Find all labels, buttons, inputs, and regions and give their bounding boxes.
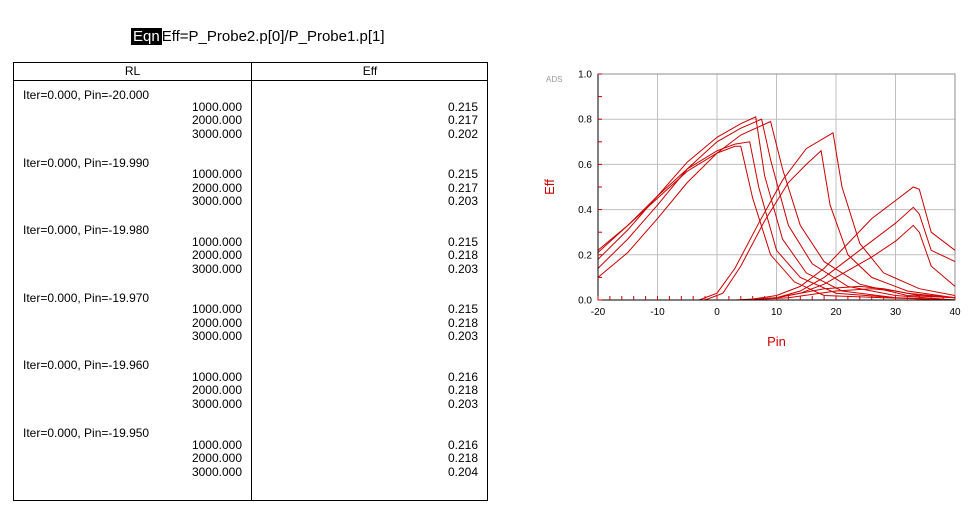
group-label: Iter=0.000, Pin=-19.990 [23, 155, 150, 170]
rl-value: 3000.000 [191, 329, 242, 344]
rl-value: 3000.000 [191, 261, 242, 276]
column-header-rl: RL [124, 64, 141, 78]
y-tick-label: 0.6 [578, 160, 592, 171]
group-label: Iter=0.000, Pin=-19.970 [23, 290, 150, 305]
eff-value: 0.217 [447, 113, 478, 127]
rl-value: 1000.000 [191, 302, 242, 317]
rl-value: 2000.000 [191, 383, 242, 398]
x-tick-label: 10 [771, 307, 783, 318]
group-label: Iter=0.000, Pin=-19.950 [23, 426, 150, 440]
eff-value: 0.218 [447, 383, 478, 398]
eff-value: 0.218 [447, 248, 478, 263]
eff-value: 0.203 [447, 396, 478, 411]
rl-value: 1000.000 [191, 369, 242, 384]
group-label: Iter=0.000, Pin=-19.960 [23, 358, 150, 373]
eff-value: 0.215 [447, 99, 478, 114]
y-tick-label: 1.0 [578, 70, 592, 81]
table-group: Iter=0.000, Pin=-20.000 1000.000 0.215 2000… [14, 88, 489, 149]
group-label: Iter=0.000, Pin=-19.980 [23, 223, 150, 238]
eff-value: 0.216 [447, 369, 478, 384]
rl-value: 3000.000 [191, 464, 242, 479]
table-group: Iter=0.000, Pin=-19.990 1000.000 0.215 2000… [14, 155, 489, 217]
y-tick-label: 0.8 [578, 115, 592, 126]
eff-value: 0.204 [447, 464, 478, 479]
series-line [597, 145, 956, 301]
equation-tag: Eqn [131, 28, 162, 45]
table-group: Iter=0.000, Pin=-19.950 1000.000 0.216 2000… [14, 426, 489, 487]
rl-value: 2000.000 [191, 248, 242, 263]
eff-value: 0.218 [447, 451, 478, 465]
series-line [698, 131, 956, 301]
eff-value: 0.203 [447, 329, 478, 344]
series-line [704, 149, 956, 301]
x-tick-label: 30 [890, 307, 902, 318]
eff-value: 0.202 [447, 126, 478, 141]
series-line [597, 120, 956, 299]
column-divider [251, 63, 252, 500]
rl-value: 2000.000 [191, 315, 242, 330]
rl-value: 3000.000 [191, 126, 242, 141]
x-tick-label: 40 [949, 307, 961, 318]
eff-value: 0.218 [447, 315, 478, 330]
x-tick-label: -20 [591, 307, 606, 318]
eff-value: 0.215 [447, 302, 478, 317]
efficiency-chart: -20 -10 0 10 20 30 40 0.0 0.2 0.4 0.6 0.8 1.0 ADS Pin E… [542, 70, 961, 350]
rl-value: 2000.000 [191, 180, 242, 195]
rl-value: 3000.000 [191, 396, 242, 411]
table-group: Iter=0.000, Pin=-19.970 1000.000 0.215 2000… [14, 290, 489, 352]
y-axis-label: Eff [542, 179, 557, 195]
rl-value: 1000.000 [191, 167, 242, 182]
results-table: RL Eff Iter=0.000, Pin=-20.000 1000.000 0.… [13, 62, 488, 501]
eff-value: 0.203 [447, 194, 478, 209]
rl-value: 1000.000 [191, 234, 242, 249]
rl-value: 1000.000 [191, 437, 242, 452]
group-label: Iter=0.000, Pin=-20.000 [23, 88, 150, 102]
y-tick-label: 0.0 [578, 296, 592, 307]
eff-value: 0.203 [447, 261, 478, 276]
x-tick-label: 20 [830, 307, 842, 318]
table-group: Iter=0.000, Pin=-19.960 1000.000 0.216 2000… [14, 359, 489, 419]
ads-watermark: ADS [546, 75, 562, 84]
y-tick-label: 0.2 [578, 250, 592, 261]
header-divider [14, 80, 487, 81]
table-group: Iter=0.000, Pin=-19.980 1000.000 0.215 2000… [14, 224, 489, 284]
series-line [734, 285, 956, 301]
equation: Eqn Eff=P_Probe2.p[0]/P_Probe1.p[1] [131, 28, 385, 46]
rl-value: 3000.000 [191, 194, 242, 209]
series-line [597, 118, 956, 301]
x-axis-label: Pin [767, 334, 786, 349]
equation-text: Eff=P_Probe2.p[0]/P_Probe1.p[1] [161, 28, 385, 45]
column-header-eff: Eff [362, 64, 378, 78]
rl-value: 2000.000 [191, 113, 242, 127]
x-tick-label: -10 [650, 307, 665, 318]
x-tick-label: 0 [714, 307, 720, 318]
rl-value: 2000.000 [191, 451, 242, 465]
eff-value: 0.215 [447, 234, 478, 249]
eff-value: 0.216 [447, 437, 478, 452]
y-tick-label: 0.4 [578, 205, 592, 216]
rl-value: 1000.000 [191, 99, 242, 114]
eff-value: 0.217 [447, 180, 478, 195]
eff-value: 0.215 [447, 167, 478, 182]
